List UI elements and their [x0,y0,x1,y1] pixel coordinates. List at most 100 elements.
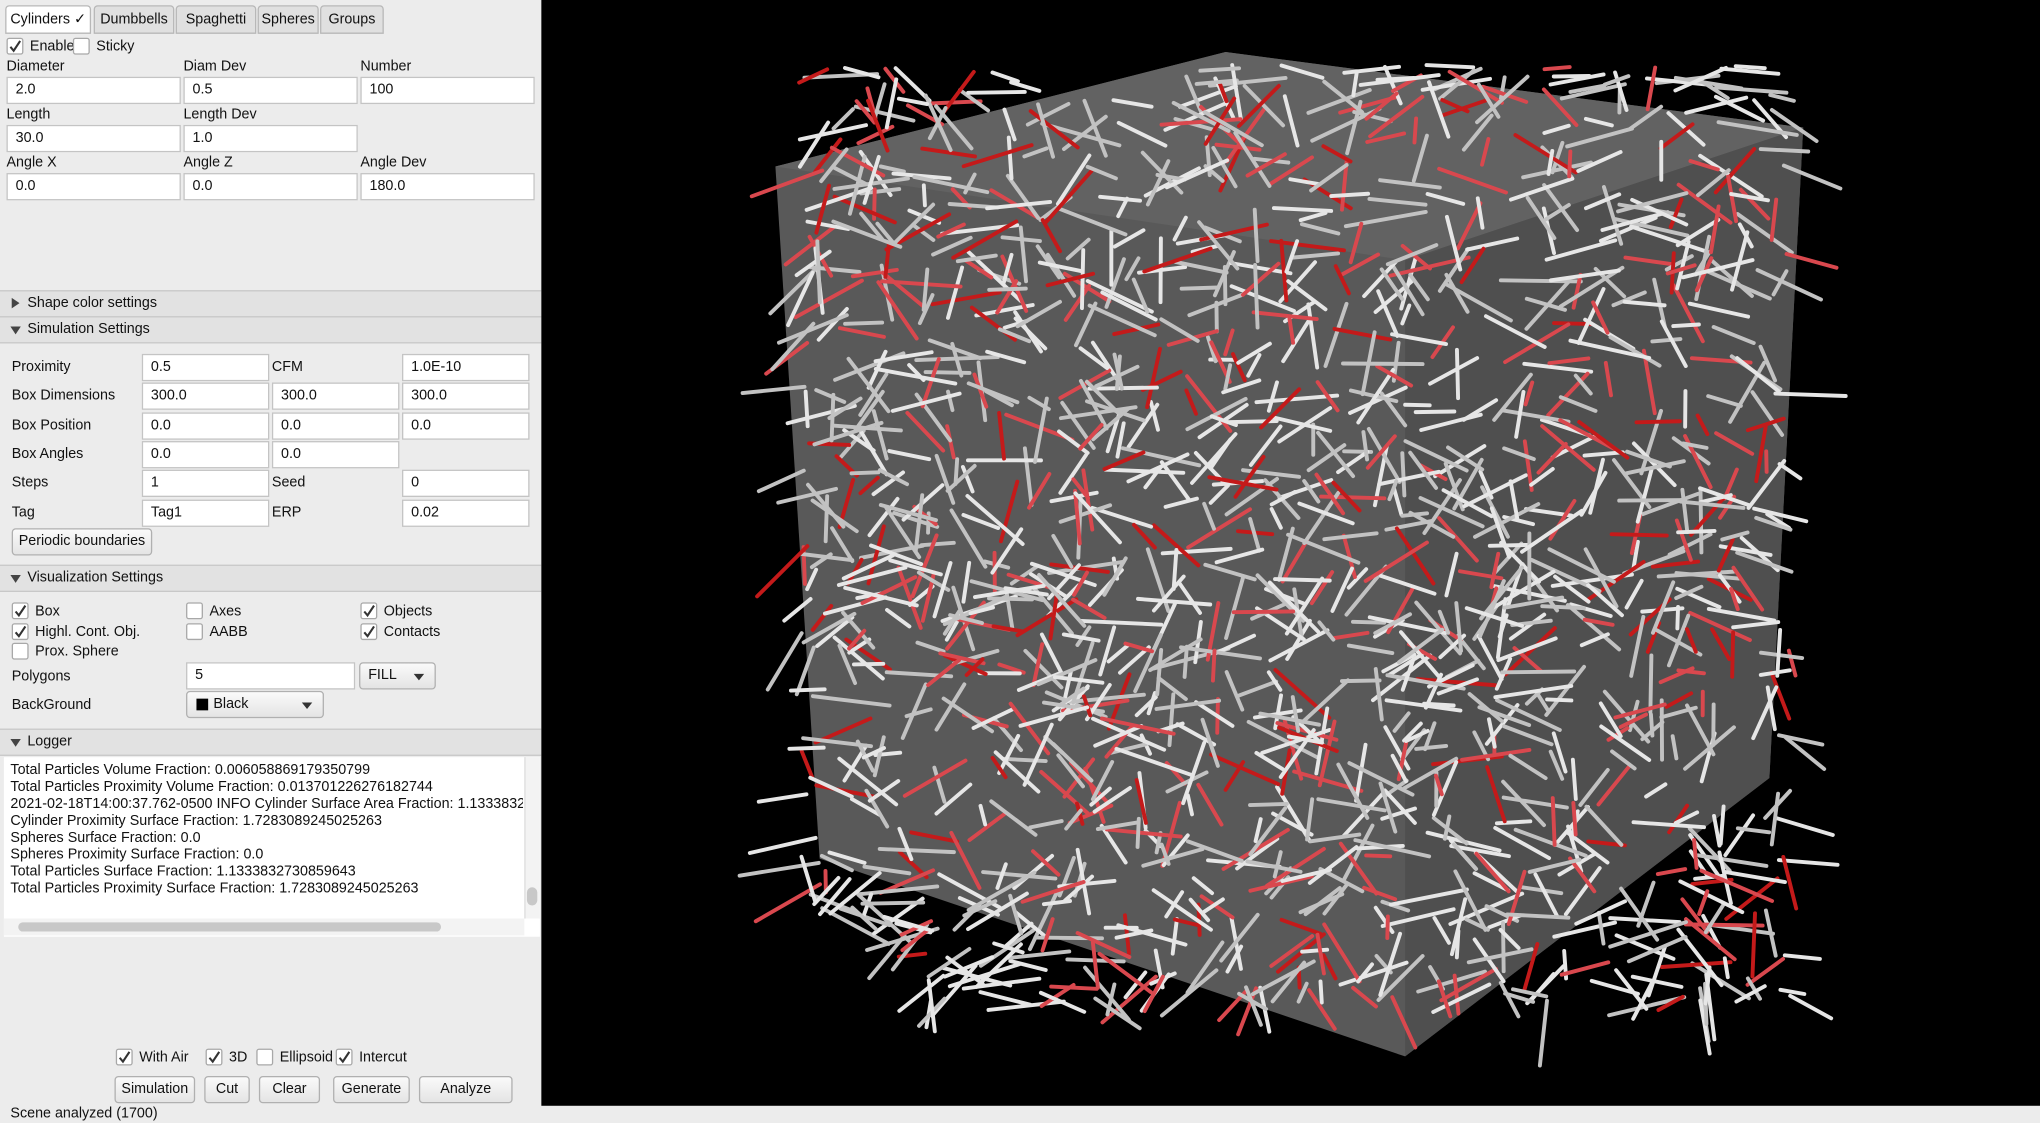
button[interactable]: Clear [258,1075,321,1104]
button[interactable]: Simulation [114,1075,196,1104]
section-header[interactable]: Visualization Settings [0,564,542,592]
cylinder-particle [1394,526,1436,586]
cylinder-particle [1765,512,1792,530]
text-field[interactable]: 300.0 [271,382,400,411]
tab[interactable]: Cylinders ✓ [5,5,92,34]
checkbox[interactable] [186,602,203,620]
text-field[interactable]: Tag1 [141,498,270,527]
text-field[interactable]: 1.0E-10 [402,353,530,382]
cylinder-particle [995,279,1019,315]
text-field[interactable]: 0.0 [141,440,270,469]
checkbox[interactable] [256,1048,274,1066]
text-field[interactable]: 0.0 [271,440,400,469]
cylinder-particle [1523,380,1535,407]
checkbox-label[interactable]: Objects [383,603,433,620]
cylinder-particle [1379,267,1405,301]
checkbox-label[interactable]: 3D [228,1049,248,1066]
cylinder-particle [1399,630,1441,679]
cylinder-particle [1065,237,1091,261]
button[interactable]: Periodic boundaries [11,528,153,556]
cylinder-particle [1367,197,1428,207]
checkbox-label[interactable]: Highl. Cont. Obj. [35,623,141,640]
cylinder-particle [1716,537,1735,573]
checkbox[interactable] [186,622,203,640]
text-field[interactable]: 2.0 [6,76,181,105]
checkbox-label[interactable]: Axes [209,603,242,620]
text-field[interactable]: 300.0 [402,382,530,411]
section-header[interactable]: Logger [0,728,542,756]
cylinder-particle [1167,692,1176,748]
text-field[interactable]: 0.5 [141,353,270,382]
cylinder-particle [966,870,1037,913]
text-field[interactable]: 0.0 [402,411,530,440]
cylinder-particle [1254,750,1285,772]
scroll-thumb[interactable] [18,922,442,932]
cylinder-particle [1022,722,1054,787]
section-header[interactable]: Shape color settings [0,290,542,318]
text-field[interactable]: 0.02 [402,498,530,527]
text-field[interactable]: 300.0 [141,382,270,411]
cylinder-particle [843,320,885,326]
text-field[interactable]: 1.0 [183,124,358,153]
cylinder-particle [1342,64,1401,75]
text-field[interactable]: 0.0 [141,411,270,440]
checkbox[interactable] [360,602,378,620]
cylinder-particle [794,249,832,278]
checkbox[interactable] [360,622,378,640]
text-field[interactable]: 5 [186,662,356,690]
checkbox[interactable] [72,37,90,55]
cylinder-particle [1596,764,1632,807]
text-field[interactable]: 0 [402,469,530,498]
field-label: Seed [271,475,306,491]
text-field[interactable]: 180.0 [360,173,535,201]
cylinder-particle [1422,701,1456,708]
checkbox[interactable] [205,1048,223,1066]
text-field[interactable]: 0.0 [183,173,358,201]
checkbox-label[interactable]: Box [35,603,60,620]
tab[interactable]: Dumbbells [93,5,175,34]
checkbox[interactable] [11,602,29,620]
checkbox[interactable] [11,622,29,640]
scrollbar[interactable] [524,757,540,919]
checkbox-label[interactable]: Enable [29,39,75,55]
text-field[interactable]: 1 [141,469,270,498]
checkbox-label[interactable]: Contacts [383,623,441,640]
checkbox-label[interactable]: Ellipsoid [279,1049,334,1066]
tab[interactable]: Spheres [257,5,319,34]
text-field[interactable]: 0.0 [6,173,181,201]
cylinder-particle [1253,262,1260,330]
cylinder-particle [1376,289,1400,338]
cylinder-particle [1697,889,1710,917]
scroll-thumb[interactable] [526,887,538,906]
checkbox[interactable] [6,37,24,55]
text-field[interactable]: 0.5 [183,76,358,105]
checkbox-label[interactable]: AABB [209,623,248,640]
button[interactable]: Generate [333,1075,410,1104]
text-field[interactable]: 0.0 [271,411,400,440]
cylinder-particle [1599,724,1652,762]
cylinder-particle [1055,153,1092,206]
section-header[interactable]: Simulation Settings [0,316,542,344]
checkbox[interactable] [11,642,29,660]
cylinder-particle [921,267,930,312]
checkbox[interactable] [115,1048,133,1066]
dropdown[interactable]: Black [186,690,324,719]
cylinder-particle [1298,211,1328,223]
tab[interactable]: Groups [320,5,384,34]
button[interactable]: Analyze [418,1075,513,1104]
dropdown[interactable]: FILL [359,662,436,690]
text-field[interactable]: 100 [360,76,535,105]
checkbox-label[interactable]: Intercut [359,1049,407,1066]
checkbox-label[interactable]: Prox. Sphere [35,644,119,660]
cylinder-particle [1078,346,1110,371]
cylinder-particle [1678,499,1746,510]
checkbox-label[interactable]: Sticky [96,39,135,55]
cylinder-particle [1203,562,1257,582]
tab[interactable]: Spaghetti [175,5,257,34]
checkbox[interactable] [335,1048,353,1066]
cylinder-particle [799,854,818,905]
cylinder-particle [832,165,868,186]
button[interactable]: Cut [204,1075,250,1104]
checkbox-label[interactable]: With Air [139,1049,189,1066]
text-field[interactable]: 30.0 [6,124,181,153]
